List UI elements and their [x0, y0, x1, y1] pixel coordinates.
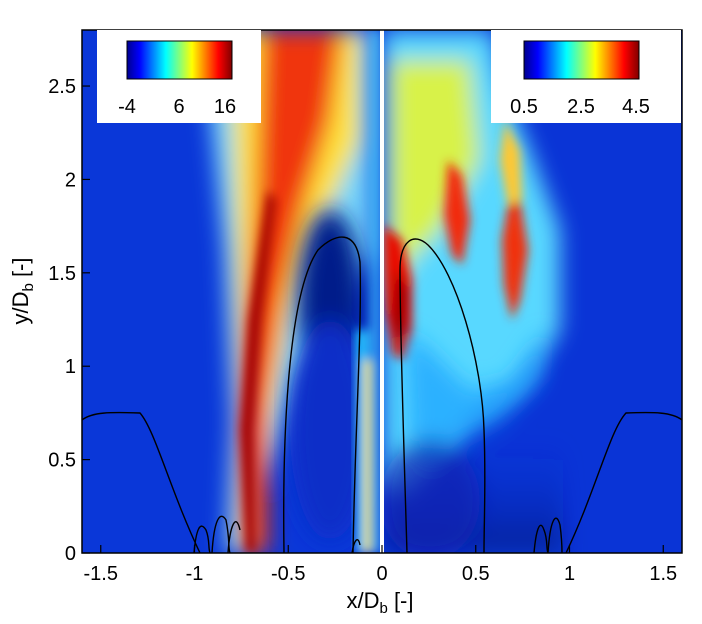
- right-colorbar: 0.5 2.5 4.5: [491, 30, 681, 123]
- left-colorbar-tick-2: 6: [173, 96, 184, 118]
- y-axis-title: y/Db [-]: [8, 257, 37, 324]
- x-tick-label: -0.5: [271, 563, 305, 585]
- contour-lines: [82, 236, 682, 553]
- x-axis: -1.5 -1 -0.5 0 0.5 1 1.5: [84, 545, 677, 585]
- y-tick-label: 2.5: [48, 76, 76, 98]
- left-colorbar: -4 6 16: [97, 30, 261, 123]
- y-axis: 0 0.5 1 1.5 2 2.5: [48, 76, 90, 565]
- x-tick-label: -1: [186, 563, 204, 585]
- x-tick-label: 0: [376, 563, 387, 585]
- left-colorbar-gradient: [126, 40, 233, 80]
- right-colorbar-tick-1: 0.5: [510, 96, 538, 118]
- x-axis-title: x/Db [-]: [346, 588, 413, 617]
- y-tick-label: 0.5: [48, 450, 76, 472]
- left-colorbar-tick-1: -4: [118, 96, 136, 118]
- left-colorbar-tick-3: 16: [214, 96, 236, 118]
- x-tick-label: 1: [564, 563, 575, 585]
- right-field-panel: [383, 30, 682, 553]
- y-tick-label: 1.5: [48, 263, 76, 285]
- right-colorbar-gradient: [523, 40, 640, 80]
- y-tick-label: 2: [65, 169, 76, 191]
- right-colorbar-tick-3: 4.5: [622, 96, 650, 118]
- panel-divider: [380, 30, 384, 553]
- x-tick-label: -1.5: [84, 563, 118, 585]
- x-tick-label: 1.5: [649, 563, 677, 585]
- y-tick-label: 1: [65, 356, 76, 378]
- right-colorbar-tick-2: 2.5: [567, 96, 595, 118]
- x-tick-label: 0.5: [462, 563, 490, 585]
- y-tick-label: 0: [65, 543, 76, 565]
